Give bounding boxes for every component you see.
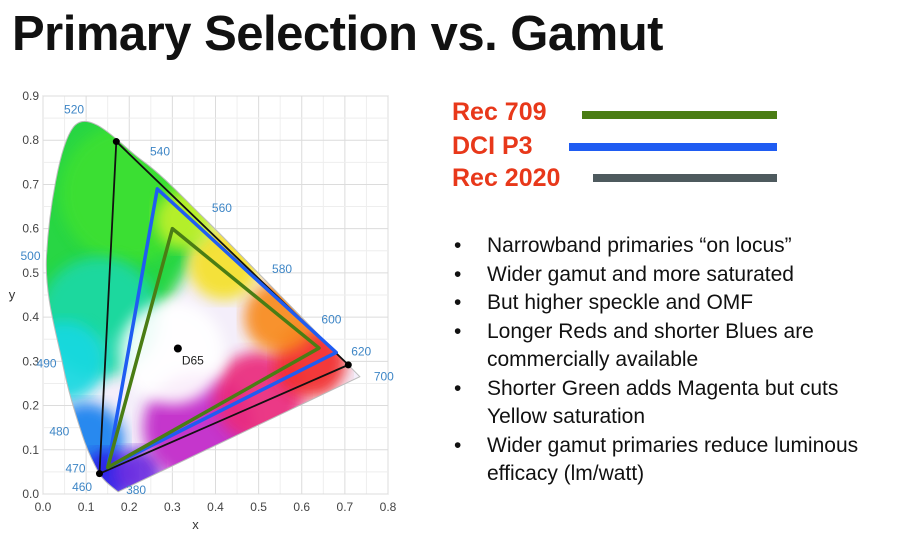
wavelength-label: 540 xyxy=(150,144,170,158)
legend-label-dcip3: DCI P3 xyxy=(452,132,533,160)
legend-label-rec709: Rec 709 xyxy=(452,98,547,126)
d65-point xyxy=(173,344,182,353)
y-tick-label: 0.6 xyxy=(22,222,39,236)
x-tick-label: 0.4 xyxy=(207,500,224,514)
bullet-item: Shorter Green adds Magenta but cuts Yell… xyxy=(452,375,892,432)
wavelength-label: 380 xyxy=(126,483,146,497)
bullet-item: Wider gamut and more saturated xyxy=(452,261,892,290)
y-tick-label: 0.3 xyxy=(22,354,39,368)
wavelength-label: 470 xyxy=(65,461,85,475)
wavelength-label: 520 xyxy=(64,102,84,116)
gamut-legend: Rec 709 DCI P3 Rec 2020 xyxy=(452,98,792,208)
page-title: Primary Selection vs. Gamut xyxy=(12,7,664,61)
legend-item-rec2020: Rec 2020 xyxy=(452,164,792,198)
y-tick-label: 0.0 xyxy=(22,487,39,501)
wavelength-label: 460 xyxy=(72,480,92,494)
y-tick-label: 0.8 xyxy=(22,133,39,147)
legend-line-rec709 xyxy=(582,111,777,119)
y-tick-label: 0.9 xyxy=(22,89,39,103)
x-tick-label: 0.3 xyxy=(164,500,181,514)
x-axis-label: x xyxy=(192,517,199,532)
chart-labels: 0.0 0.1 0.2 0.3 0.4 0.5 0.6 0.7 0.8 0.0 0.1 0.2 0.3 0… xyxy=(9,89,397,532)
bullet-item: Wider gamut primaries reduce luminous ef… xyxy=(452,432,892,489)
y-tick-label: 0.4 xyxy=(22,310,39,324)
legend-line-rec2020 xyxy=(593,174,777,182)
wavelength-label: 580 xyxy=(272,262,292,276)
y-tick-label: 0.7 xyxy=(22,177,39,191)
rec2020-vertex-point xyxy=(112,138,120,146)
gamut-triangles xyxy=(45,120,361,493)
wavelength-label: 620 xyxy=(351,345,371,359)
wavelength-label: 700 xyxy=(374,370,394,384)
fill-blob xyxy=(46,321,105,402)
y-axis-label: y xyxy=(9,287,16,302)
bullet-item: But higher speckle and OMF xyxy=(452,289,892,318)
y-tick-label: 0.5 xyxy=(22,266,39,280)
y-tick-label: 0.1 xyxy=(22,443,39,457)
legend-line-dcip3 xyxy=(569,143,777,151)
cie-chromaticity-chart: 0.0 0.1 0.2 0.3 0.4 0.5 0.6 0.7 0.8 0.0 0.1 0.2 0.3 0… xyxy=(9,89,397,532)
x-tick-label: 0.8 xyxy=(380,500,397,514)
gamut-triangle-dcip3 xyxy=(105,187,338,470)
x-tick-label: 0.1 xyxy=(78,500,95,514)
rec2020-vertex-point xyxy=(95,470,103,478)
x-tick-label: 0.0 xyxy=(35,500,52,514)
rec2020-vertex-point xyxy=(344,361,352,369)
bullet-item: Narrowband primaries “on locus” xyxy=(452,232,892,261)
wavelength-label: 600 xyxy=(321,312,341,326)
x-tick-label: 0.2 xyxy=(121,500,138,514)
legend-item-dcip3: DCI P3 xyxy=(452,132,792,166)
bullet-list: Narrowband primaries “on locus” Wider ga… xyxy=(452,232,892,489)
bullet-item: Longer Reds and shorter Blues are commer… xyxy=(452,318,892,375)
x-tick-label: 0.7 xyxy=(337,500,354,514)
wavelength-label: 490 xyxy=(37,357,57,371)
gamut-triangle-rec709 xyxy=(105,226,321,470)
legend-item-rec709: Rec 709 xyxy=(452,98,792,132)
spectral-locus-outline xyxy=(45,120,361,493)
legend-label-rec2020: Rec 2020 xyxy=(452,164,561,192)
y-tick-label: 0.2 xyxy=(22,399,39,413)
wavelength-label: 560 xyxy=(212,201,232,215)
wavelength-label: 500 xyxy=(21,249,41,263)
d65-label: D65 xyxy=(182,354,204,368)
gamut-triangle-rec2020 xyxy=(98,140,350,475)
wavelength-label: 480 xyxy=(49,424,69,438)
x-tick-label: 0.5 xyxy=(250,500,267,514)
x-tick-label: 0.6 xyxy=(293,500,310,514)
